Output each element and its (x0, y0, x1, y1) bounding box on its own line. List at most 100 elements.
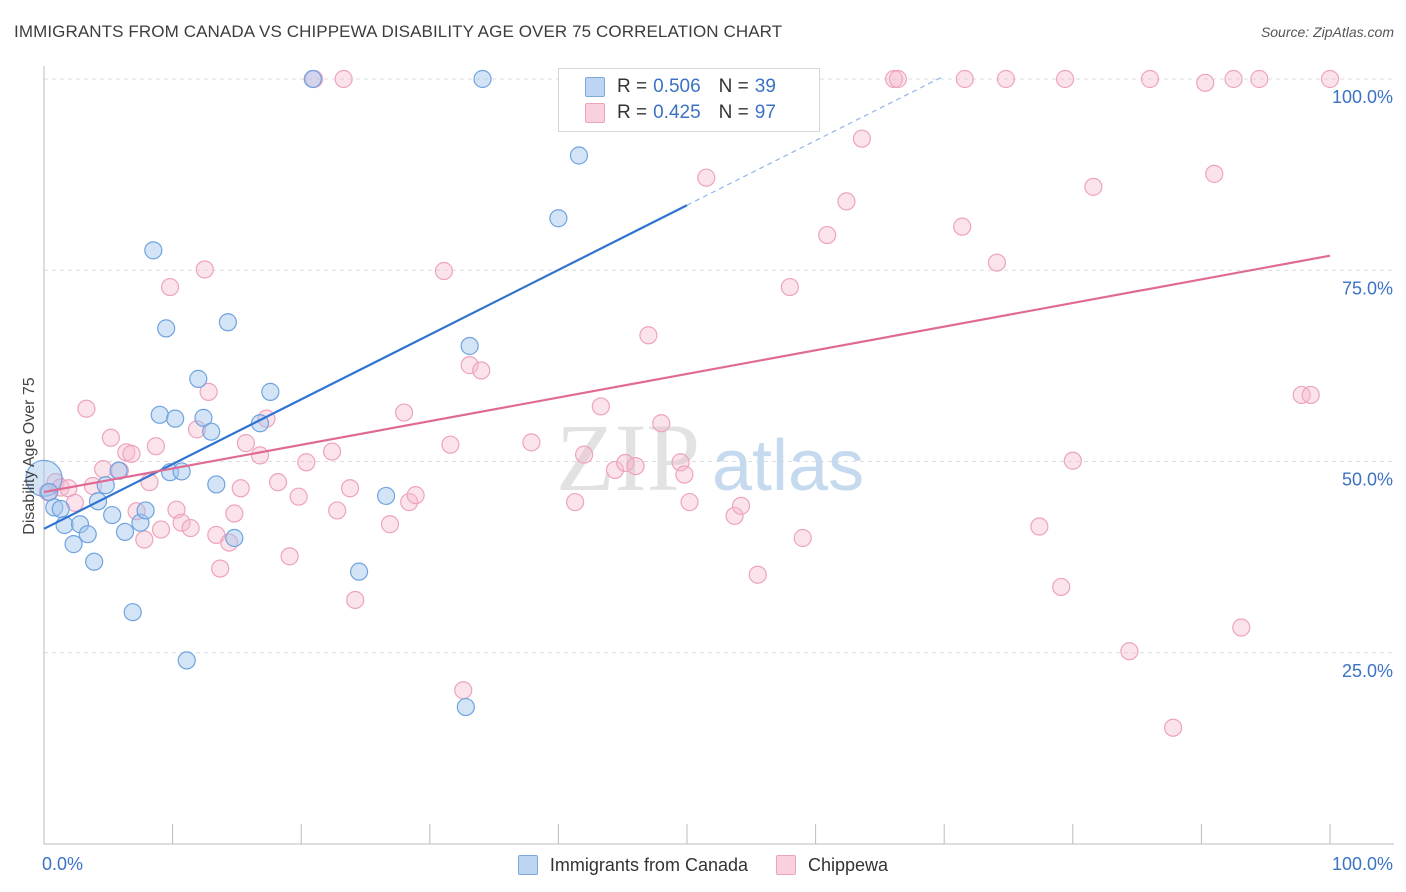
chippewa-point[interactable] (987, 253, 1007, 272)
canada-point[interactable] (70, 515, 90, 534)
chippewa-point[interactable] (955, 69, 974, 89)
chippewa-point[interactable] (394, 403, 414, 422)
canada-point[interactable] (194, 408, 213, 427)
chippewa-point[interactable] (837, 192, 856, 211)
chippewa-point[interactable] (1030, 517, 1049, 536)
chippewa-point[interactable] (441, 435, 460, 454)
chippewa-point[interactable] (297, 453, 316, 472)
canada-point[interactable] (225, 528, 244, 548)
chippewa-point[interactable] (211, 559, 230, 578)
chippewa-point[interactable] (172, 513, 191, 532)
chippewa-point[interactable] (675, 465, 694, 484)
chippewa-point[interactable] (953, 217, 972, 236)
canada-point[interactable] (123, 603, 142, 622)
canada-point[interactable] (261, 382, 280, 401)
chippewa-point[interactable] (566, 492, 585, 512)
chippewa-point[interactable] (434, 261, 454, 281)
chippewa-point[interactable] (1250, 69, 1269, 89)
canada-point[interactable] (207, 475, 226, 494)
canada-point[interactable] (218, 313, 237, 332)
chippewa-point[interactable] (888, 69, 908, 89)
chippewa-point[interactable] (780, 277, 799, 297)
chippewa-point[interactable] (697, 168, 716, 187)
canada-point[interactable] (376, 486, 396, 506)
chippewa-point[interactable] (605, 460, 625, 480)
chippewa-point[interactable] (1205, 164, 1224, 183)
canada-point[interactable] (189, 369, 208, 388)
chippewa-point[interactable] (225, 504, 244, 523)
canada-point[interactable] (177, 651, 196, 670)
chippewa-point[interactable] (1320, 69, 1340, 89)
chippewa-point[interactable] (522, 433, 541, 452)
chippewa-point[interactable] (250, 446, 270, 465)
chippewa-point[interactable] (328, 501, 347, 520)
chippewa-point[interactable] (289, 487, 308, 506)
chippewa-point[interactable] (77, 399, 96, 418)
chippewa-point[interactable] (268, 473, 288, 492)
chippewa-point[interactable] (1196, 73, 1215, 92)
chippewa-point[interactable] (1052, 577, 1071, 597)
chippewa-point[interactable] (151, 520, 171, 539)
canada-point[interactable] (456, 697, 475, 717)
canada-point[interactable] (45, 498, 64, 517)
canada-point[interactable] (25, 459, 63, 497)
chippewa-point[interactable] (280, 547, 299, 566)
canada-point[interactable] (85, 552, 104, 571)
chippewa-point[interactable] (639, 326, 658, 345)
chippewa-point[interactable] (1301, 385, 1320, 405)
chippewa-point[interactable] (199, 382, 218, 401)
chippewa-point[interactable] (731, 496, 751, 515)
chippewa-point[interactable] (1084, 177, 1103, 196)
canada-point[interactable] (202, 422, 221, 441)
chippewa-point[interactable] (1140, 69, 1160, 89)
canada-point[interactable] (144, 241, 163, 260)
canada-point[interactable] (473, 69, 492, 89)
chippewa-point[interactable] (181, 518, 200, 538)
chippewa-point[interactable] (591, 397, 610, 416)
chippewa-point[interactable] (94, 460, 113, 479)
chippewa-point[interactable] (195, 260, 214, 279)
canada-point[interactable] (349, 562, 369, 581)
chippewa-point[interactable] (346, 590, 365, 610)
legend-item-chippewa[interactable]: Chippewa (776, 855, 888, 876)
canada-point[interactable] (157, 319, 176, 338)
canada-point[interactable] (166, 409, 185, 428)
canada-point[interactable] (78, 525, 97, 544)
chippewa-point[interactable] (996, 69, 1016, 89)
chippewa-point[interactable] (1164, 718, 1183, 737)
chippewa-point[interactable] (454, 681, 473, 700)
chippewa-point[interactable] (793, 528, 812, 548)
canada-point[interactable] (303, 69, 322, 89)
chippewa-point[interactable] (236, 434, 256, 453)
chippewa-point[interactable] (884, 69, 904, 89)
chippewa-point[interactable] (575, 445, 594, 464)
chippewa-point[interactable] (340, 479, 360, 498)
chippewa-point[interactable] (616, 453, 635, 473)
chippewa-point[interactable] (334, 69, 353, 89)
chippewa-point[interactable] (135, 530, 154, 549)
chippewa-point[interactable] (1224, 69, 1243, 89)
canada-point[interactable] (136, 501, 155, 520)
chippewa-point[interactable] (1055, 69, 1075, 89)
chippewa-point[interactable] (231, 479, 250, 498)
chippewa-point[interactable] (725, 506, 744, 525)
canada-point[interactable] (150, 405, 169, 424)
legend-item-canada[interactable]: Immigrants from Canada (517, 855, 748, 876)
chippewa-point[interactable] (400, 492, 419, 512)
canada-point[interactable] (460, 336, 479, 356)
chippewa-point[interactable] (322, 442, 342, 461)
chippewa-point[interactable] (460, 356, 479, 375)
chippewa-point[interactable] (472, 361, 491, 380)
chippewa-point[interactable] (1063, 451, 1082, 470)
chippewa-point[interactable] (101, 428, 120, 447)
chippewa-point[interactable] (748, 565, 767, 584)
canada-point[interactable] (569, 146, 589, 165)
chippewa-point[interactable] (652, 414, 671, 433)
chippewa-point[interactable] (406, 486, 425, 505)
chippewa-point[interactable] (187, 420, 207, 439)
chippewa-point[interactable] (852, 129, 871, 148)
canada-point[interactable] (549, 209, 568, 228)
chippewa-point[interactable] (680, 492, 699, 512)
chippewa-point[interactable] (626, 456, 645, 476)
canada-point[interactable] (103, 505, 122, 525)
